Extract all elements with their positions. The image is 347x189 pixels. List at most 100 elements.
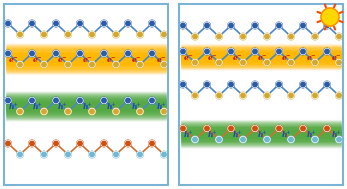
Circle shape [204, 22, 210, 29]
Text: e: e [132, 56, 137, 64]
Bar [181, 66, 341, 67]
Circle shape [137, 108, 143, 115]
Circle shape [300, 48, 306, 55]
Bar [181, 142, 341, 143]
Bar [6, 44, 166, 45]
Circle shape [240, 136, 246, 143]
Circle shape [216, 92, 222, 99]
Bar [6, 95, 166, 96]
Bar [181, 143, 341, 144]
Text: h: h [257, 131, 263, 139]
Circle shape [5, 140, 11, 147]
Circle shape [161, 61, 167, 68]
Circle shape [125, 97, 131, 104]
Circle shape [149, 50, 155, 57]
Circle shape [204, 81, 210, 88]
Circle shape [41, 151, 47, 158]
Bar [181, 131, 341, 132]
Circle shape [161, 31, 167, 38]
Text: +: + [160, 101, 165, 106]
Circle shape [321, 8, 339, 26]
Circle shape [29, 97, 35, 104]
Circle shape [288, 59, 294, 66]
Bar [181, 55, 341, 56]
Text: −: − [37, 54, 42, 60]
Bar [6, 118, 166, 119]
Text: +: + [61, 101, 66, 106]
Text: −: − [237, 53, 241, 57]
Bar [6, 102, 166, 103]
Circle shape [5, 20, 11, 27]
Circle shape [89, 108, 95, 115]
Bar [6, 112, 166, 113]
Circle shape [288, 136, 294, 143]
Circle shape [240, 59, 246, 66]
Circle shape [5, 97, 11, 104]
Text: h: h [208, 131, 213, 139]
Bar [6, 71, 166, 72]
Bar [6, 57, 166, 58]
Bar [181, 132, 341, 133]
Circle shape [240, 33, 246, 40]
Text: −: − [160, 54, 165, 60]
Bar [181, 126, 341, 127]
Circle shape [264, 59, 270, 66]
Circle shape [77, 140, 83, 147]
Bar [6, 113, 166, 114]
Circle shape [192, 136, 198, 143]
Circle shape [216, 136, 222, 143]
Circle shape [89, 151, 95, 158]
Bar [6, 51, 166, 52]
Bar [6, 67, 166, 68]
Bar [6, 109, 166, 110]
Bar [6, 97, 166, 98]
Bar [6, 47, 166, 48]
Circle shape [336, 136, 342, 143]
Bar [181, 54, 341, 55]
Bar [181, 64, 341, 65]
Circle shape [192, 92, 198, 99]
Circle shape [125, 140, 131, 147]
Bar [181, 62, 341, 63]
Text: −: − [187, 53, 192, 57]
Bar [6, 69, 166, 70]
Circle shape [149, 140, 155, 147]
Circle shape [65, 31, 71, 38]
Bar [181, 44, 341, 45]
Circle shape [5, 50, 11, 57]
Bar [6, 60, 166, 61]
Circle shape [53, 97, 59, 104]
Circle shape [336, 92, 342, 99]
Bar [6, 91, 166, 92]
Bar [181, 129, 341, 130]
Bar [6, 105, 166, 106]
Circle shape [17, 108, 23, 115]
Text: −: − [261, 53, 266, 57]
Circle shape [228, 22, 234, 29]
Text: h: h [107, 103, 112, 111]
Text: −: − [311, 53, 315, 57]
Circle shape [264, 33, 270, 40]
Circle shape [113, 61, 119, 68]
Text: +: + [86, 101, 91, 106]
Bar [6, 99, 166, 100]
Circle shape [180, 125, 186, 132]
Text: −: − [12, 54, 17, 60]
Circle shape [252, 48, 258, 55]
Bar [6, 107, 166, 108]
Bar [181, 58, 341, 59]
Circle shape [300, 22, 306, 29]
Text: h: h [58, 103, 63, 111]
Bar [6, 55, 166, 56]
Text: h: h [232, 131, 238, 139]
Bar [181, 147, 341, 148]
Bar [181, 56, 341, 57]
Text: +: + [286, 129, 290, 135]
Circle shape [137, 31, 143, 38]
Circle shape [192, 33, 198, 40]
Circle shape [41, 108, 47, 115]
Bar [181, 45, 341, 46]
Circle shape [228, 125, 234, 132]
Bar [181, 127, 341, 128]
Text: h: h [183, 131, 189, 139]
